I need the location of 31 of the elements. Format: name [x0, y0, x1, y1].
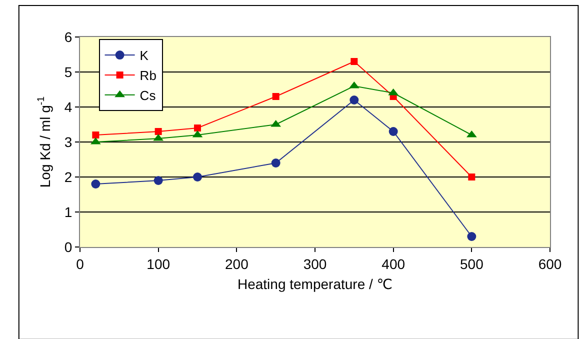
point: [271, 158, 280, 168]
y-tick-label: 2: [64, 168, 72, 185]
legend-label: K: [140, 48, 149, 64]
legend-label: Rb: [140, 68, 156, 84]
y-tick-label: 3: [64, 134, 72, 150]
y-tick-label: 4: [64, 98, 72, 115]
point: [92, 132, 100, 138]
y-tick-label: 6: [64, 28, 72, 45]
x-tick-label: 100: [146, 256, 170, 272]
point: [154, 176, 163, 185]
point: [193, 172, 202, 182]
x-tick-label: 500: [460, 256, 484, 272]
point: [91, 180, 100, 188]
x-tick-label: 400: [382, 256, 406, 272]
x-tick-label: 0: [76, 256, 84, 272]
point: [194, 124, 201, 132]
point: [468, 174, 476, 180]
y-tick-label: 5: [64, 64, 72, 80]
x-axis-title: Heating temperature / ℃: [237, 276, 393, 292]
point: [467, 232, 476, 241]
point: [350, 96, 359, 104]
x-tick-label: 200: [224, 256, 249, 272]
legend-label: Cs: [140, 88, 156, 103]
point: [388, 127, 398, 136]
point: [154, 128, 162, 135]
y-tick-label: 1: [64, 204, 72, 220]
point: [272, 93, 280, 100]
x-tick-label: 600: [538, 256, 562, 272]
y-tick-label: 0: [64, 238, 72, 255]
point: [350, 58, 358, 65]
x-tick-label: 300: [303, 256, 327, 272]
